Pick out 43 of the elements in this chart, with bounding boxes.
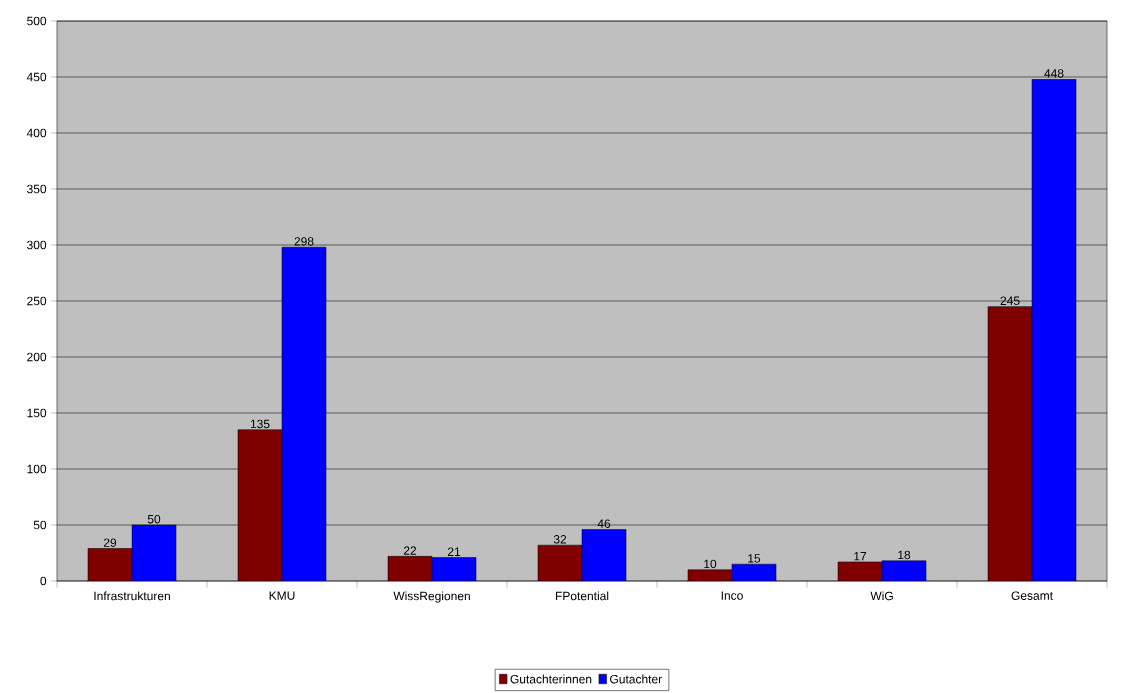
y-tick-label: 450 <box>26 72 47 82</box>
x-tick-label: Gesamt <box>1011 591 1053 600</box>
x-tick-label: WissRegionen <box>393 591 470 603</box>
data-label: 22 <box>403 546 417 555</box>
y-tick-label: 400 <box>26 128 47 138</box>
y-tick-label: 150 <box>27 408 47 418</box>
data-label: 46 <box>597 519 611 528</box>
x-tick-label: Inco <box>721 591 743 600</box>
y-tick-label: 250 <box>27 296 47 306</box>
y-tick-label: 200 <box>27 352 47 362</box>
data-label: 15 <box>748 554 761 563</box>
data-label: 448 <box>1044 69 1064 78</box>
bar <box>281 246 327 581</box>
data-label: 245 <box>1000 296 1020 306</box>
bar <box>87 548 133 581</box>
y-tick-label: 500 <box>27 16 47 26</box>
bar <box>581 529 627 581</box>
data-label: 17 <box>854 552 867 561</box>
data-label: 29 <box>103 538 117 547</box>
x-tick-label: Infrastrukturen <box>94 591 170 601</box>
legend-label: Gutachterinnen <box>510 674 592 684</box>
bar <box>537 544 583 581</box>
y-tick-label: 100 <box>27 464 47 474</box>
y-tick-label: 0 <box>40 576 47 586</box>
data-label: 10 <box>704 559 717 569</box>
data-label: 21 <box>447 547 461 556</box>
legend-label: Gutachter <box>610 674 662 684</box>
data-label: 298 <box>294 237 314 246</box>
x-tick-label: KMU <box>269 591 295 600</box>
data-label: 18 <box>898 550 911 560</box>
bar <box>237 429 283 581</box>
data-label: 50 <box>147 514 161 524</box>
bar <box>1031 78 1077 581</box>
bar <box>987 306 1033 581</box>
bar <box>131 524 177 581</box>
data-label: 135 <box>250 419 270 429</box>
y-tick-label: 300 <box>27 240 47 250</box>
y-tick-label: 350 <box>27 184 47 194</box>
y-tick-label: 50 <box>33 520 47 530</box>
x-tick-label: WiG <box>870 591 893 601</box>
data-label: 32 <box>553 535 567 544</box>
bar <box>881 560 927 581</box>
x-tick-label: FPotential <box>555 591 609 601</box>
